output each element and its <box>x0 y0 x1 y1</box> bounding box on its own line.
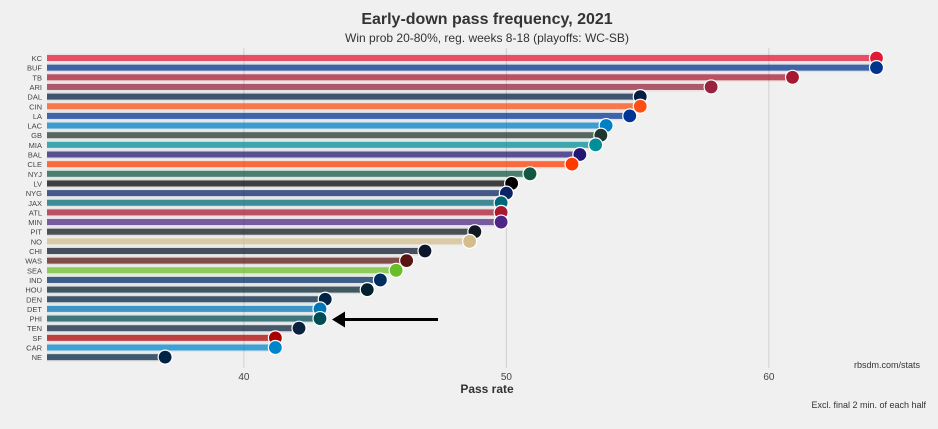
team-logo-buf <box>868 60 885 76</box>
team-logo-ind <box>372 272 388 288</box>
team-logo-mia <box>588 137 604 153</box>
bar-bal <box>47 151 580 158</box>
source-label: rbsdm.com/stats <box>854 360 921 370</box>
bar-min <box>47 219 502 226</box>
category-label: DEN <box>26 295 42 304</box>
team-logo-la <box>622 108 638 124</box>
highlight-arrow <box>332 311 438 328</box>
bar-lac <box>47 122 607 129</box>
bar-ne <box>47 354 166 361</box>
category-label: MIA <box>29 141 42 150</box>
category-label: NYG <box>26 189 42 198</box>
category-label: NO <box>31 237 42 246</box>
bar-cin <box>47 103 641 110</box>
category-label: IND <box>29 276 43 285</box>
category-label: KC <box>32 54 43 63</box>
bar-sea <box>47 267 397 274</box>
category-label: WAS <box>25 257 42 266</box>
bar-nyj <box>47 170 530 177</box>
bar-pit <box>47 228 475 235</box>
bar-gb <box>47 132 601 139</box>
chart-title: Early-down pass frequency, 2021 <box>361 11 612 28</box>
category-label: CLE <box>27 160 42 169</box>
x-axis-label: Pass rate <box>460 382 514 396</box>
bar-hou <box>47 286 368 293</box>
bar-car <box>47 344 276 351</box>
category-label: BAL <box>28 151 42 160</box>
bar-nyg <box>47 190 507 197</box>
bar-den <box>47 296 326 303</box>
bar-lv <box>47 180 512 187</box>
chart-subtitle: Win prob 20-80%, reg. weeks 8-18 (playof… <box>345 31 629 45</box>
x-tick-label: 50 <box>501 372 513 383</box>
bar-ten <box>47 325 299 332</box>
category-labels: KCBUFTBARIDALCINLALACGBMIABALCLENYJLVNYG… <box>25 54 42 362</box>
team-logo-phi <box>312 310 328 327</box>
category-label: LV <box>33 179 42 188</box>
category-label: MIN <box>28 218 42 227</box>
team-logo-nyj <box>522 166 538 182</box>
category-label: BUF <box>27 64 42 73</box>
category-label: SEA <box>27 266 42 275</box>
category-label: CIN <box>29 102 42 111</box>
bar-was <box>47 257 407 264</box>
team-logo-was <box>399 253 415 269</box>
category-label: DET <box>27 305 42 314</box>
team-logo-hou <box>359 282 375 298</box>
team-logo-chi <box>417 243 433 259</box>
category-label: NE <box>32 353 42 362</box>
bars <box>47 50 885 365</box>
category-label: ATL <box>29 208 42 217</box>
category-label: GB <box>31 131 42 140</box>
x-tick-labels: 40 50 60 <box>238 372 775 383</box>
x-tick-label: 60 <box>763 372 775 383</box>
footnote: Excl. final 2 min. of each half <box>811 400 926 410</box>
team-logo-sea <box>388 262 404 278</box>
bar-kc <box>47 55 877 61</box>
category-label: DAL <box>27 93 42 102</box>
x-tick-label: 40 <box>238 372 250 383</box>
bar-jax <box>47 199 502 206</box>
bar-la <box>47 112 630 119</box>
category-label: CHI <box>29 247 42 256</box>
category-label: TB <box>32 73 42 82</box>
team-logo-no <box>462 233 478 249</box>
category-label: HOU <box>25 286 42 295</box>
bar-cle <box>47 161 572 168</box>
team-logo-ten <box>291 320 307 336</box>
team-logo-ne <box>157 349 173 365</box>
category-label: SF <box>32 334 42 343</box>
team-logo-ari <box>703 79 719 95</box>
bar-det <box>47 305 320 312</box>
team-logo-cin <box>632 98 648 114</box>
bar-mia <box>47 141 596 148</box>
category-label: ARI <box>29 83 42 92</box>
team-logo-cle <box>564 156 580 172</box>
bar-ind <box>47 276 381 283</box>
arrow-head <box>332 311 345 328</box>
category-label: PHI <box>29 315 42 324</box>
category-label: LAC <box>27 122 42 131</box>
bar-dal <box>47 93 641 100</box>
category-label: NYJ <box>28 170 42 179</box>
bar-phi <box>47 315 320 322</box>
category-label: PIT <box>30 228 42 237</box>
team-logo-tb <box>784 69 801 85</box>
bar-no <box>47 238 470 245</box>
bar-chi <box>47 248 425 254</box>
category-label: LA <box>33 112 42 121</box>
bar-atl <box>47 209 502 216</box>
bar-buf <box>47 64 877 71</box>
category-label: TEN <box>27 324 42 333</box>
bar-tb <box>47 74 793 81</box>
bar-sf <box>47 334 276 341</box>
team-logo-car <box>267 339 283 356</box>
bar-ari <box>47 83 712 90</box>
category-label: JAX <box>28 199 42 208</box>
category-label: CAR <box>26 344 42 353</box>
team-logo-min <box>493 214 509 230</box>
